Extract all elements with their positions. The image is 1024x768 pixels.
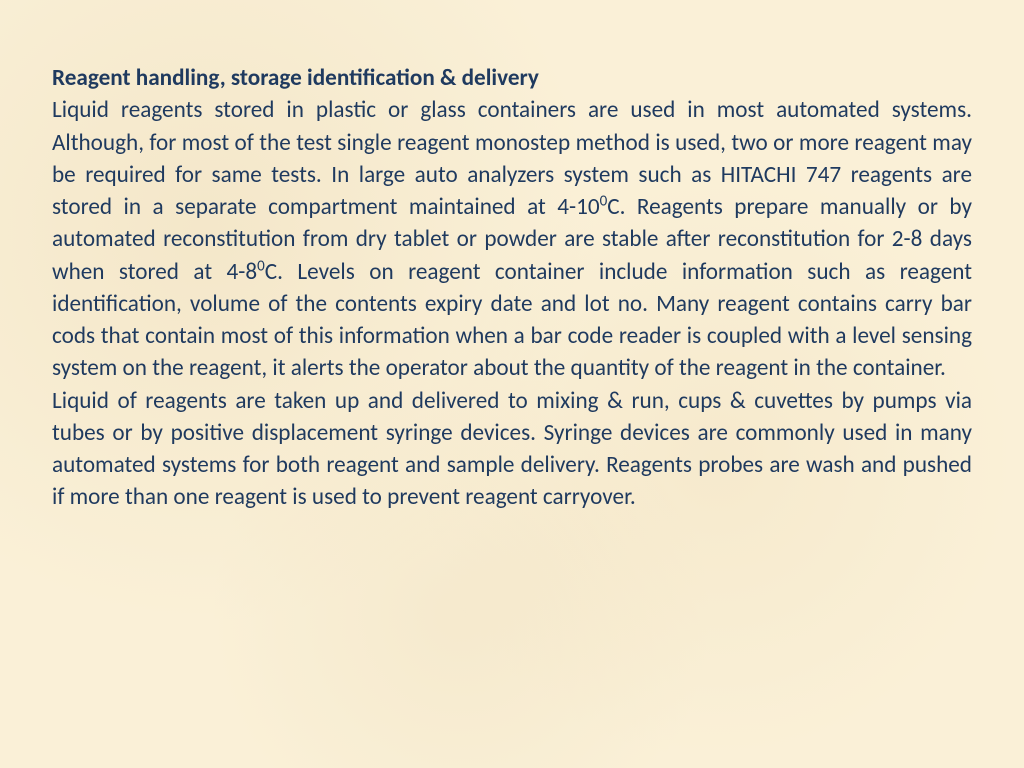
slide-heading: Reagent handling, storage identification…	[52, 62, 972, 94]
paragraph-2: Liquid of reagents are taken up and deli…	[52, 385, 972, 514]
slide-content: Reagent handling, storage identification…	[52, 62, 972, 514]
superscript-2: 0	[257, 257, 265, 275]
paragraph-1: Liquid reagents stored in plastic or gla…	[52, 94, 972, 384]
